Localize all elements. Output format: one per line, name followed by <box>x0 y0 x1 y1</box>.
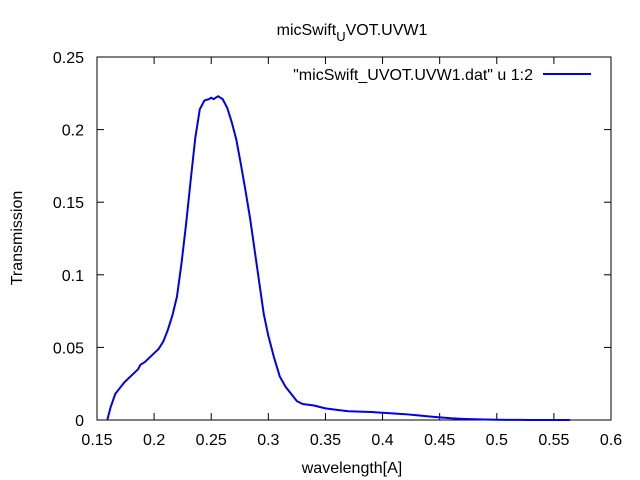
y-tick-label: 0.1 <box>62 268 84 285</box>
y-tick-label: 0.05 <box>53 340 84 357</box>
axes: 0.15 0.2 0.25 0.3 0.35 0.4 0.45 0.5 0.55 0.6 0 0.05… <box>53 50 622 449</box>
chart-title-subscript: U <box>336 29 345 44</box>
x-tick-label: 0.45 <box>424 432 455 449</box>
x-tick-label: 0.3 <box>257 432 279 449</box>
y-tick-label: 0 <box>75 413 84 430</box>
legend-label: "micSwift_UVOT.UVW1.dat" u 1:2 <box>293 67 533 84</box>
x-tick-label: 0.4 <box>371 432 393 449</box>
x-tick-label: 0.2 <box>143 432 165 449</box>
x-tick-label: 0.55 <box>538 432 569 449</box>
series-layer <box>106 95 570 421</box>
x-tick-label: 0.15 <box>81 432 112 449</box>
x-tick-label: 0.25 <box>196 432 227 449</box>
y-tick-label: 0.25 <box>53 50 84 67</box>
legend: "micSwift_UVOT.UVW1.dat" u 1:2 <box>293 67 591 84</box>
chart-title-base: micSwift <box>277 22 337 39</box>
x-tick-label: 0.35 <box>310 432 341 449</box>
chart-title-rest: VOT.UVW1 <box>346 22 428 39</box>
y-tick-label: 0.15 <box>53 195 84 212</box>
y-axis-label: Transmission <box>9 191 26 286</box>
chart-title: micSwiftUVOT.UVW1 <box>277 22 428 44</box>
y-tick-label: 0.2 <box>62 123 84 140</box>
x-axis-label: wavelength[A] <box>301 460 403 477</box>
series-line <box>106 95 570 421</box>
x-tick-label: 0.5 <box>486 432 508 449</box>
plot-frame <box>96 56 612 421</box>
x-tick-label: 0.6 <box>600 432 622 449</box>
